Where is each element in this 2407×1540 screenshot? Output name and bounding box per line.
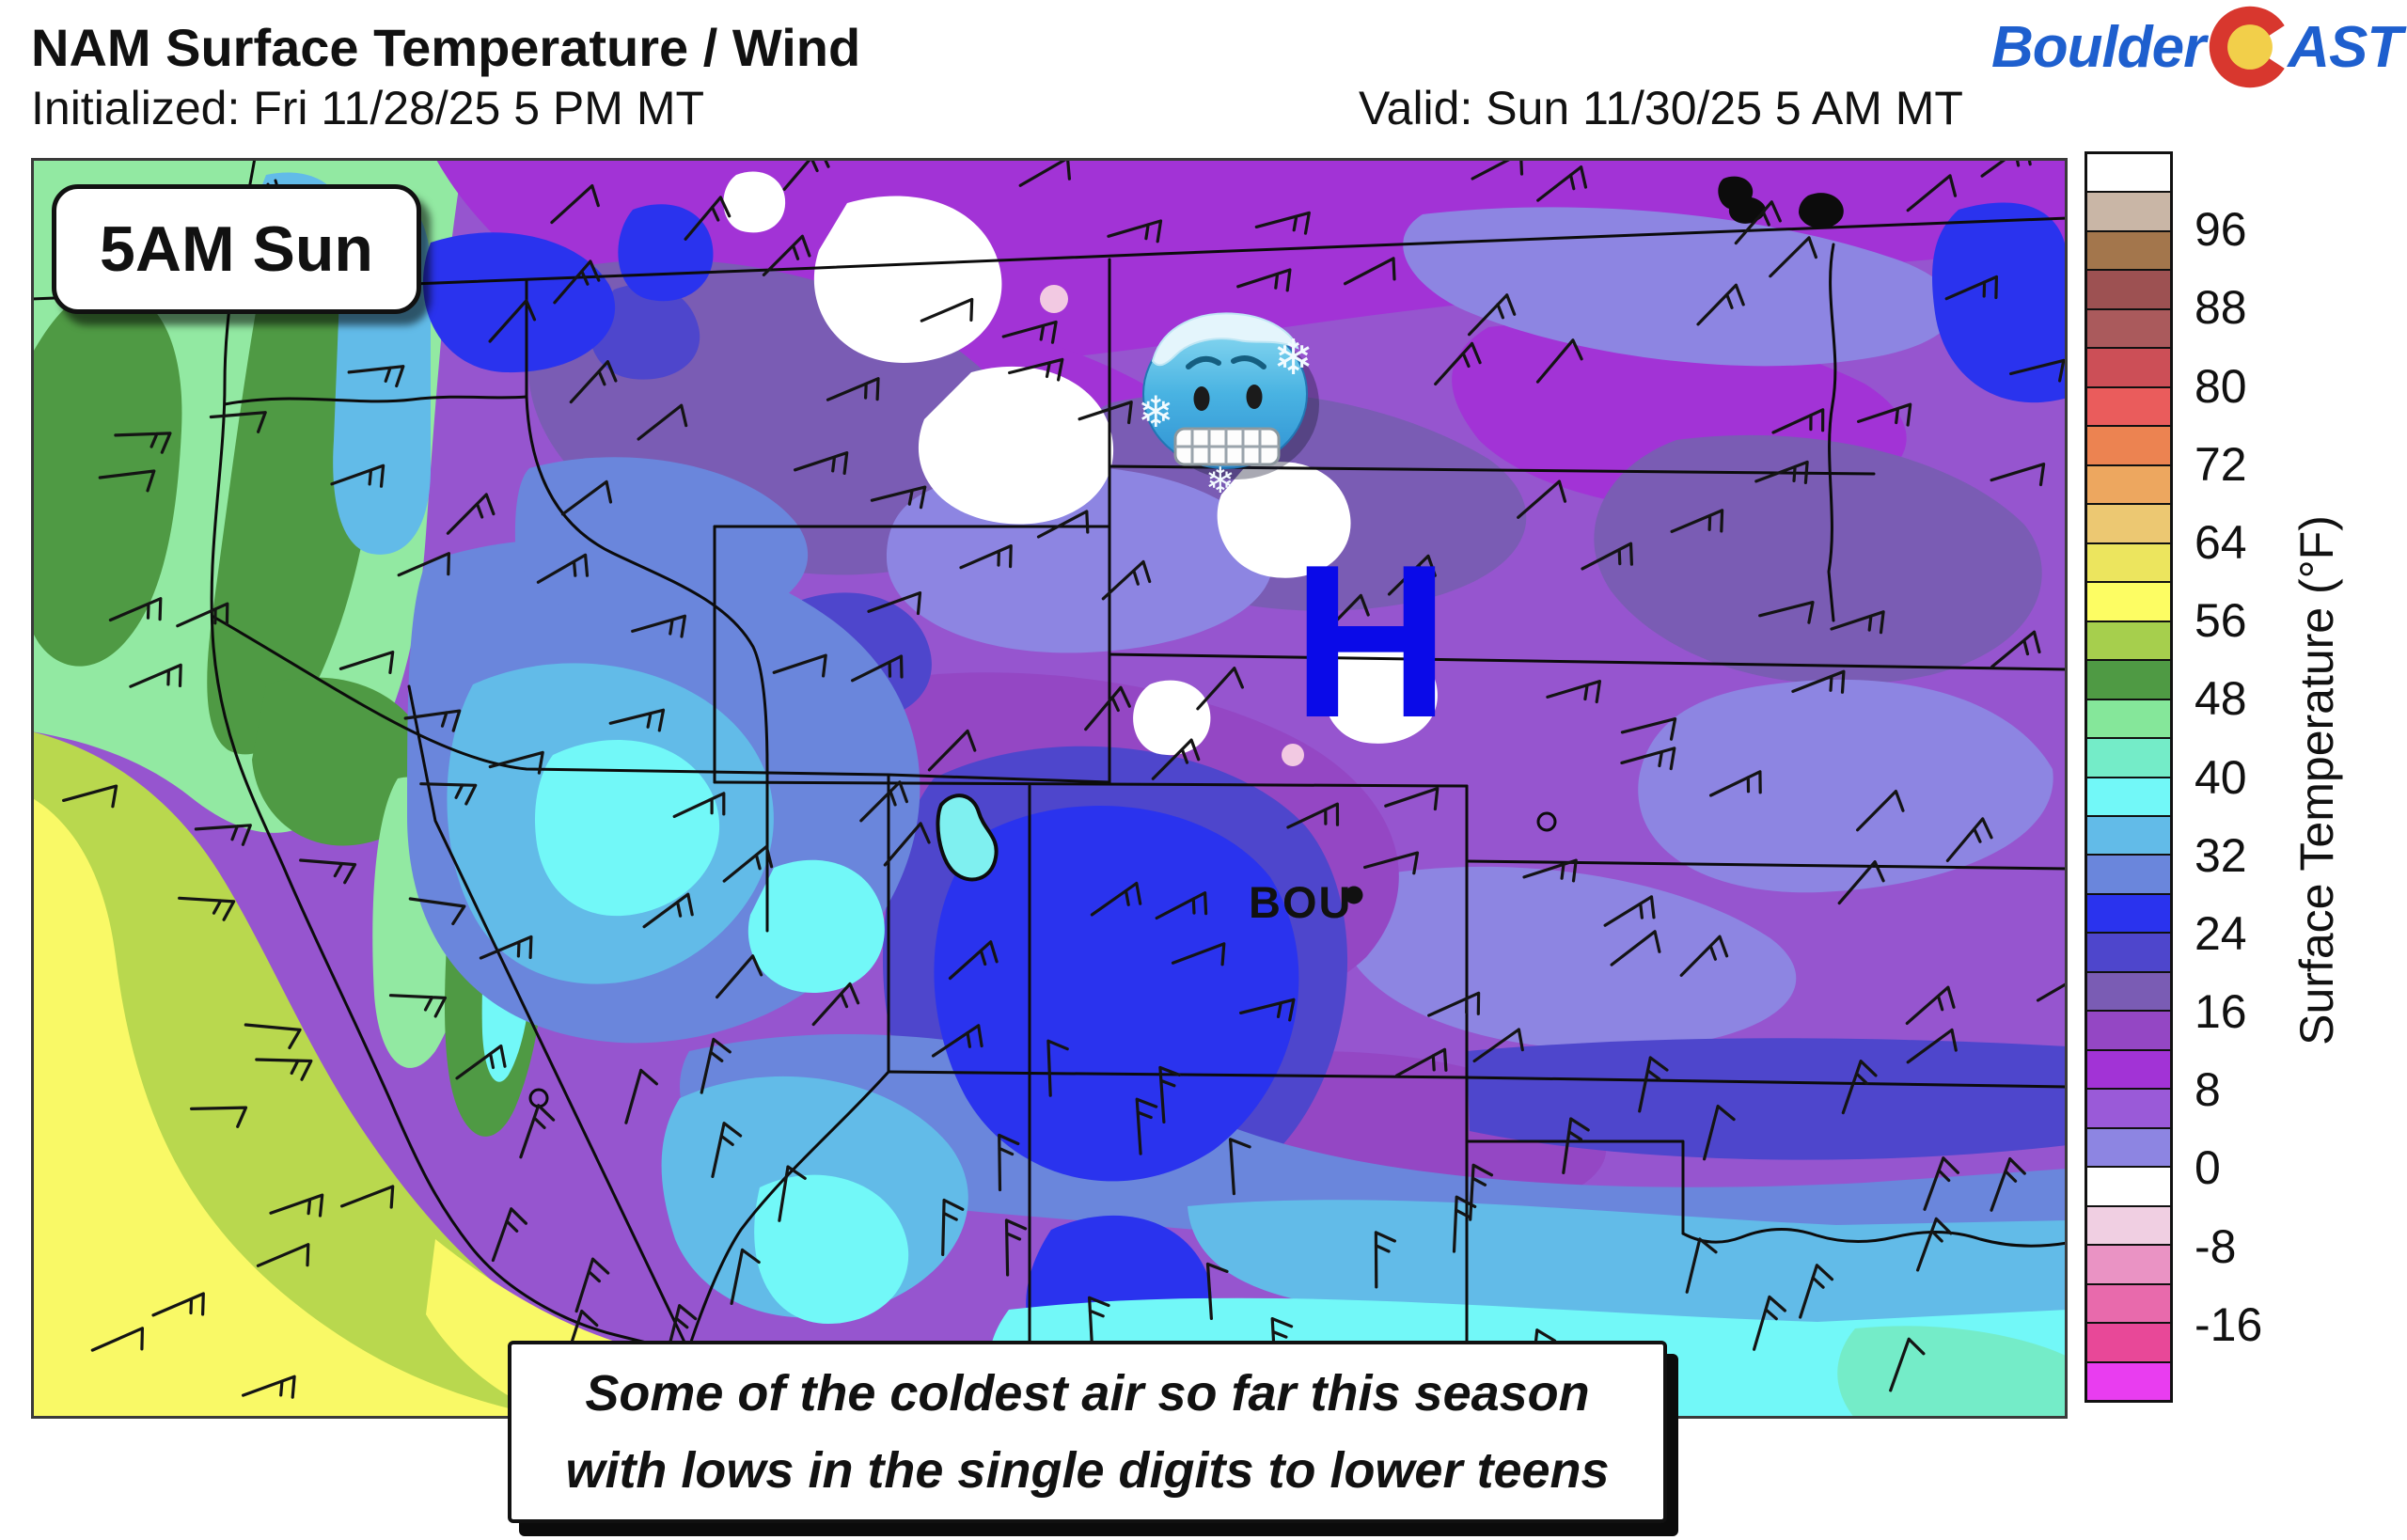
- colorbar-cell: [2087, 776, 2170, 815]
- temperature-wind-map-canvas: H BOU: [31, 158, 2068, 1419]
- colorbar-tick-label: -16: [2195, 1297, 2263, 1351]
- forecast-map: H BOU: [31, 158, 2068, 1419]
- cold-face-emoji: ❄ ❄ ❄: [1134, 306, 1322, 501]
- colorbar-cell: [2087, 269, 2170, 308]
- page-title: NAM Surface Temperature / Wind: [31, 18, 861, 77]
- colorbar-cell: [2087, 191, 2170, 230]
- colorbar-cell: [2087, 659, 2170, 699]
- time-badge: 5AM Sun: [52, 184, 421, 314]
- logo-text-prefix: Boulder: [1991, 14, 2206, 80]
- colorbar-tick-label: 56: [2195, 594, 2247, 648]
- colorbar-tick-label: 64: [2195, 515, 2247, 569]
- annotation-line-1: Some of the coldest air so far this seas…: [585, 1365, 1590, 1422]
- station-dot: [1345, 886, 1363, 904]
- station-label-bou: BOU: [1249, 877, 1352, 927]
- colorbar-tick-label: 40: [2195, 750, 2247, 804]
- snowflake-icon: ❄: [1273, 330, 1314, 386]
- colorbar-cell: [2087, 1204, 2170, 1245]
- colorbar-cell: [2087, 154, 2170, 192]
- high-pressure-symbol: H: [1292, 520, 1450, 763]
- colorbar-cell: [2087, 1126, 2170, 1167]
- annotation-box: Some of the coldest air so far this seas…: [508, 1341, 1667, 1523]
- state-borders: [31, 158, 2068, 1419]
- great-salt-lake: [936, 794, 999, 882]
- model-init-time: Initialized: Fri 11/28/25 5 PM MT: [31, 82, 705, 134]
- colorbar-cell: [2087, 620, 2170, 660]
- colorbar-cell: [2087, 1010, 2170, 1049]
- colorbar-cell: [2087, 814, 2170, 855]
- colorbar-tick-label: 32: [2195, 828, 2247, 882]
- colorbar-cell: [2087, 307, 2170, 348]
- colorbar-cell: [2087, 347, 2170, 386]
- bouldercast-logo: Boulder AST: [1991, 6, 2402, 88]
- colorbar-cell: [2087, 1360, 2170, 1400]
- colorbar-cell: [2087, 229, 2170, 270]
- wind-barbs-layer: [62, 158, 2068, 1403]
- forecast-valid-time: Valid: Sun 11/30/25 5 AM MT: [1359, 82, 1963, 134]
- colorbar-cell: [2087, 854, 2170, 893]
- logo-text-suffix: AST: [2288, 14, 2402, 80]
- colorbar-tick-label: 16: [2195, 985, 2247, 1039]
- colorbar-cell: [2087, 1244, 2170, 1283]
- colorbar-tick-label: -8: [2195, 1219, 2237, 1273]
- colorbar-cell: [2087, 1166, 2170, 1205]
- colorbar-tick-label: 96: [2195, 203, 2247, 257]
- colorbar-tick-label: 8: [2195, 1063, 2221, 1117]
- colorbar-cell: [2087, 1282, 2170, 1323]
- colorbar-tick-label: 88: [2195, 281, 2247, 335]
- colorbar-cell: [2087, 892, 2170, 933]
- colorbar-title: Surface Temperature (°F): [2290, 515, 2343, 1045]
- temperature-colorbar: [2084, 151, 2173, 1403]
- colorbar-cell: [2087, 1322, 2170, 1361]
- colorbar-tick-label: 72: [2195, 437, 2247, 491]
- colorbar-tick-label: 48: [2195, 672, 2247, 726]
- colorbar-cell: [2087, 932, 2170, 971]
- colorbar-cell: [2087, 581, 2170, 621]
- colorbar-cell: [2087, 385, 2170, 426]
- colorbar-tick-label: 24: [2195, 906, 2247, 960]
- snowflake-icon: ❄: [1138, 386, 1174, 437]
- colorbar-cell: [2087, 1088, 2170, 1127]
- colorbar-cell: [2087, 503, 2170, 542]
- lakes-icon: [1718, 176, 1844, 228]
- colorbar-cell: [2087, 737, 2170, 777]
- colorbar-cell: [2087, 425, 2170, 464]
- colorbar-cell: [2087, 1048, 2170, 1089]
- colorbar-cell: [2087, 542, 2170, 582]
- colorbar-cell: [2087, 698, 2170, 738]
- colorbar-tick-label: 80: [2195, 359, 2247, 413]
- colorado-c-icon: [2209, 6, 2294, 88]
- annotation-line-2: with lows in the single digits to lower …: [565, 1442, 1610, 1499]
- colorbar-tick-label: 0: [2195, 1141, 2221, 1195]
- snowflake-icon: ❄: [1205, 460, 1235, 495]
- time-badge-label: 5AM Sun: [100, 213, 373, 285]
- colorbar-cell: [2087, 464, 2170, 504]
- colorbar-cell: [2087, 970, 2170, 1011]
